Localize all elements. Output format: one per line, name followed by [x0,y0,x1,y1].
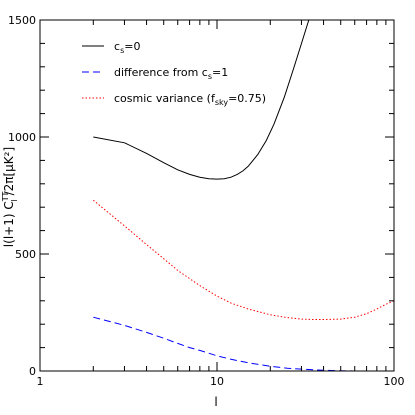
y-axis-title-sub: l [10,199,19,201]
x-tick-label: 10 [210,375,224,388]
y-tick-label: 1500 [8,14,36,27]
y-axis-title-sup: TT [1,192,10,203]
legend-label-sub: s [208,72,212,81]
legend-label-pre: difference from c [114,66,208,79]
series-group [92,20,394,371]
x-axis-title: l [214,395,217,409]
y-axis-title-suffix: /2π[μK²] [2,147,16,196]
legend-label-1: difference from cs=1 [114,66,228,81]
series-line-1 [93,316,394,371]
series-line-0 [93,20,310,180]
x-tick-label: 1 [37,375,44,388]
y-axis-title-prefix: l(l+1) C [2,201,16,247]
legend-label-pre: c [114,40,120,53]
legend-label-post: =0.75) [228,92,266,105]
legend-label-0: cs=0 [114,40,140,55]
legend-label-sub: s [120,46,124,55]
legend-label-post: =0 [124,40,140,53]
legend-label-pre: cosmic variance (f [114,92,216,105]
y-tick-label: 1000 [8,131,36,144]
y-tick-label: 500 [15,248,36,261]
legend-label-sub: sky [215,98,229,107]
legend-label-2: cosmic variance (fsky=0.75) [114,92,266,107]
series-line-2 [92,199,394,320]
x-tick-label: 100 [384,375,405,388]
y-tick-label: 0 [29,365,36,378]
y-axis-title: l(l+1) CTTl/2π[μK²] [1,147,19,247]
legend-label-post: =1 [212,66,228,79]
